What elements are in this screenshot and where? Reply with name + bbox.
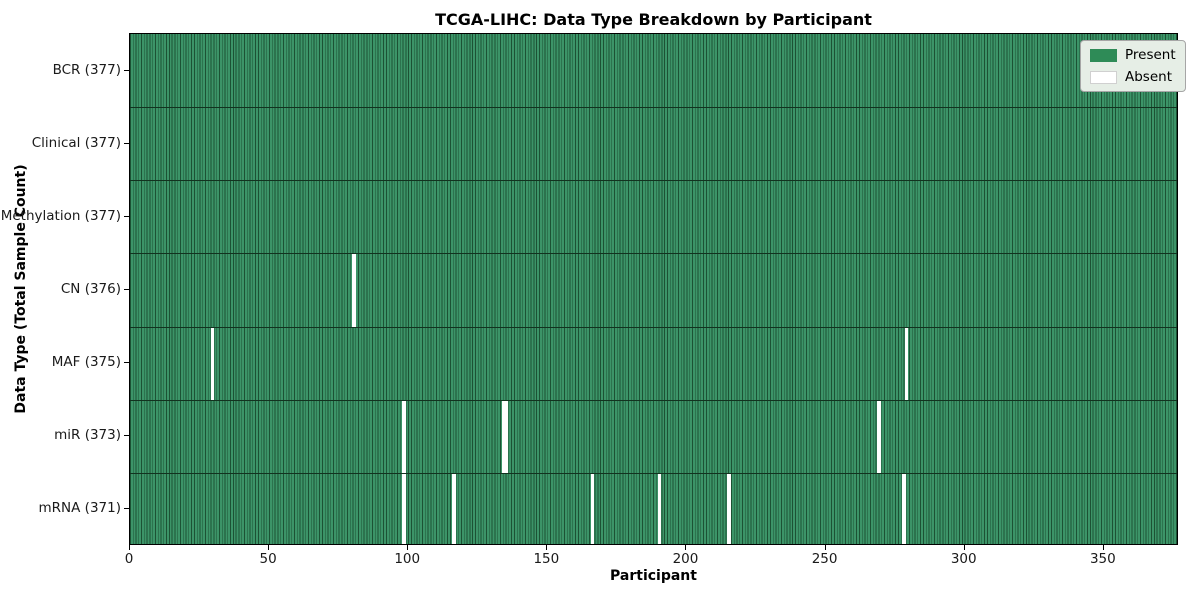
absent-cell bbox=[502, 400, 506, 473]
absent-cell bbox=[402, 400, 406, 473]
y-tick-label-mRNA: mRNA (371) bbox=[38, 500, 121, 517]
absent-cell bbox=[352, 254, 356, 327]
x-tick-label-0: 0 bbox=[124, 551, 134, 567]
x-tick-mark bbox=[407, 545, 409, 550]
x-tick-label-200: 200 bbox=[672, 551, 699, 567]
legend-entry-absent: Absent bbox=[1090, 69, 1176, 85]
heatmap-row-MAF bbox=[130, 326, 1177, 400]
plot-area bbox=[129, 33, 1178, 545]
x-tick-label-350: 350 bbox=[1089, 551, 1116, 567]
y-tick-mark bbox=[124, 289, 129, 290]
y-tick-mark bbox=[124, 69, 129, 71]
y-tick-label-BCR: BCR (377) bbox=[52, 61, 121, 78]
y-tick-mark bbox=[124, 508, 129, 510]
x-tick-label-50: 50 bbox=[259, 551, 277, 567]
x-tick-mark bbox=[685, 545, 687, 550]
absent-cell bbox=[402, 473, 406, 544]
y-tick-label-Clinical: Clinical (377) bbox=[31, 134, 121, 151]
legend: Present Absent bbox=[1080, 40, 1186, 92]
x-tick-mark bbox=[129, 545, 130, 550]
absent-cell bbox=[504, 400, 509, 473]
absent-cell bbox=[452, 473, 456, 544]
legend-entry-present: Present bbox=[1090, 47, 1176, 63]
y-tick-mark bbox=[124, 362, 129, 364]
x-tick-label-250: 250 bbox=[811, 551, 838, 567]
x-tick-label-100: 100 bbox=[394, 551, 421, 567]
x-tick-mark bbox=[824, 545, 826, 550]
x-tick-mark bbox=[268, 545, 270, 550]
heatmap-row-CN bbox=[130, 253, 1177, 327]
y-tick-label-CN: CN (376) bbox=[60, 281, 121, 297]
heatmap-row-miR bbox=[130, 399, 1177, 473]
heatmap-row-mRNA bbox=[130, 472, 1177, 544]
legend-label-absent: Absent bbox=[1125, 69, 1172, 85]
y-tick-label-MAF: MAF (375) bbox=[51, 354, 121, 371]
absent-cell bbox=[727, 473, 731, 544]
absent-cell bbox=[877, 400, 881, 473]
absent-cell bbox=[591, 473, 595, 544]
x-axis-label: Participant bbox=[610, 568, 697, 584]
absent-swatch-icon bbox=[1090, 70, 1117, 84]
x-tick-mark bbox=[546, 545, 548, 550]
absent-cell bbox=[904, 327, 909, 400]
x-tick-mark bbox=[1102, 545, 1104, 550]
x-tick-label-300: 300 bbox=[950, 551, 977, 567]
y-tick-mark bbox=[124, 435, 129, 437]
heatmap-row-Clinical bbox=[130, 107, 1177, 181]
heatmap-row-BCR bbox=[130, 34, 1177, 108]
present-swatch-icon bbox=[1090, 48, 1117, 62]
y-tick-mark bbox=[124, 215, 129, 217]
y-tick-mark bbox=[124, 142, 129, 144]
y-tick-label-Methylation: Methylation (377) bbox=[0, 207, 121, 224]
y-tick-label-miR: miR (373) bbox=[54, 427, 121, 444]
absent-cell bbox=[902, 473, 906, 544]
heatmap-row-Methylation bbox=[130, 180, 1177, 254]
absent-cell bbox=[657, 473, 662, 544]
x-tick-label-150: 150 bbox=[533, 551, 560, 567]
legend-label-present: Present bbox=[1125, 47, 1176, 63]
x-tick-mark bbox=[963, 545, 965, 550]
absent-cell bbox=[210, 327, 214, 400]
chart-title: TCGA-LIHC: Data Type Breakdown by Partic… bbox=[435, 10, 872, 29]
